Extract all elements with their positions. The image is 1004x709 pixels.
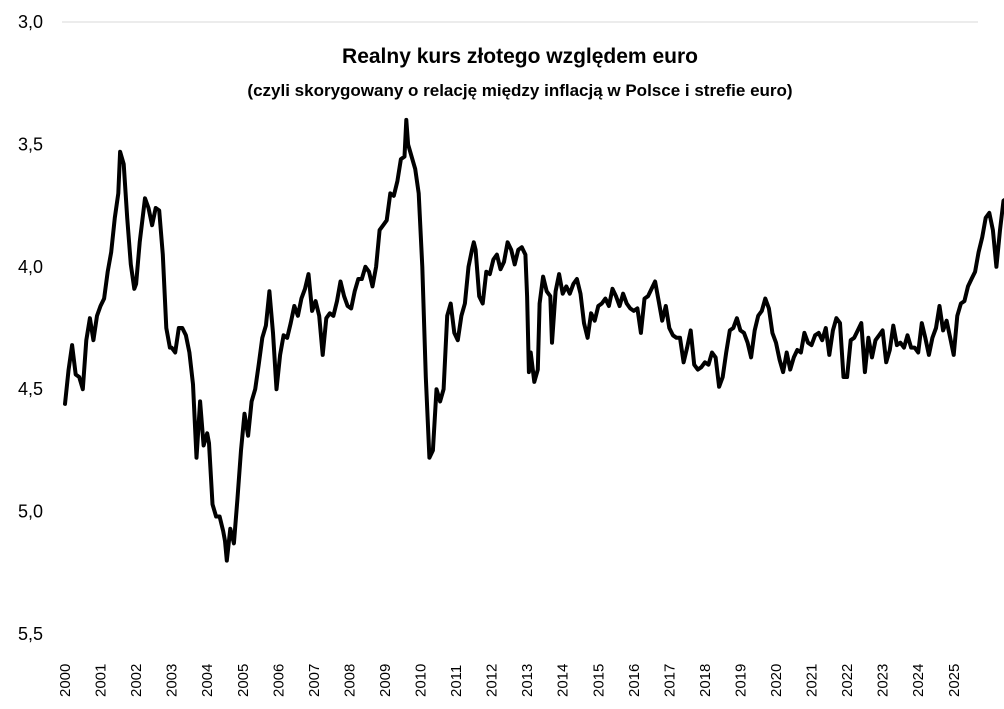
x-tick-label: 2008 (341, 664, 358, 697)
x-tick-label: 2020 (768, 664, 785, 697)
x-tick-label: 2009 (377, 664, 394, 697)
x-tick-label: 2012 (484, 664, 501, 697)
series-line (63, 117, 1004, 563)
y-axis: 3,0 3,5 4,0 4,5 5,0 5,5 (18, 12, 43, 644)
x-tick-label: 2017 (661, 664, 678, 697)
chart-title: Realny kurs złotego względem euro (342, 45, 698, 68)
x-tick-label: 2000 (57, 664, 74, 697)
x-tick-label: 2007 (306, 664, 323, 697)
x-tick-label: 2003 (164, 664, 181, 697)
x-tick-label: 2001 (93, 664, 110, 697)
x-tick-label: 2016 (626, 664, 643, 697)
x-tick-label: 2024 (910, 664, 927, 697)
x-axis: 2000 2001 2002 2003 2004 2005 2006 2007 2008 2009… (57, 664, 963, 697)
x-tick-label: 2004 (199, 664, 216, 697)
x-tick-label: 2013 (519, 664, 536, 697)
x-tick-label: 2011 (448, 665, 465, 697)
y-tick-label: 4,0 (18, 257, 43, 277)
x-tick-label: 2010 (413, 664, 430, 697)
y-tick-label: 5,0 (18, 502, 43, 522)
chart-subtitle: (czyli skorygowany o relację między infl… (247, 81, 792, 100)
y-tick-label: 3,0 (18, 12, 43, 32)
y-tick-label: 4,5 (18, 379, 43, 399)
y-tick-label: 3,5 (18, 134, 43, 154)
y-tick-label: 5,5 (18, 624, 43, 644)
x-tick-label: 2019 (732, 664, 749, 697)
series-group (63, 117, 1004, 563)
x-tick-label: 2021 (804, 664, 821, 697)
x-tick-label: 2006 (270, 664, 287, 697)
x-tick-label: 2015 (590, 664, 607, 697)
x-tick-label: 2002 (128, 664, 145, 697)
x-tick-label: 2018 (697, 664, 714, 697)
x-tick-label: 2014 (555, 664, 572, 697)
x-tick-label: 2023 (875, 664, 892, 697)
x-tick-label: 2025 (946, 664, 963, 697)
x-tick-label: 2022 (839, 664, 856, 697)
x-tick-label: 2005 (235, 664, 252, 697)
